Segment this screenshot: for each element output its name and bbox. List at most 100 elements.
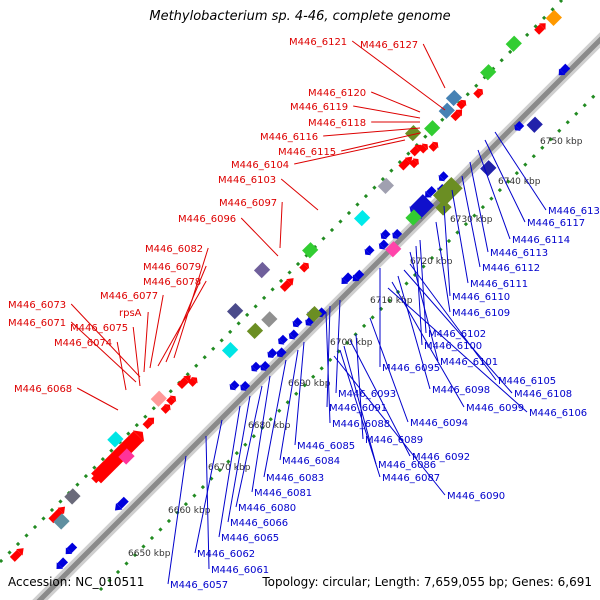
forward-leader-19 bbox=[132, 326, 141, 387]
reverse-gene-25 bbox=[514, 121, 525, 131]
reverse-gene-7-body bbox=[260, 360, 271, 371]
forward-gene-18-body bbox=[456, 100, 466, 110]
feature-block-3-body bbox=[107, 431, 124, 448]
feature-block-11 bbox=[405, 209, 422, 226]
forward-label-9: M446_6103 bbox=[218, 175, 276, 186]
reverse-gene-11-body bbox=[289, 329, 299, 339]
forward-gene-16 bbox=[428, 141, 439, 152]
reverse-gene-22-body bbox=[426, 186, 437, 197]
reverse-gene-26 bbox=[558, 63, 571, 76]
reverse-gene-13-body bbox=[305, 315, 316, 326]
reverse-gene-21 bbox=[392, 228, 403, 239]
reverse-leader-30 bbox=[333, 355, 446, 496]
forward-gene-12-body bbox=[398, 158, 411, 171]
reverse-leader-6 bbox=[451, 189, 469, 284]
reverse-label-11: M446_6101 bbox=[440, 357, 498, 368]
forward-gene-16-body bbox=[428, 142, 438, 152]
forward-gene-19 bbox=[473, 88, 484, 99]
reverse-label-29: M446_6081 bbox=[254, 488, 312, 499]
reverse-leader-8 bbox=[435, 221, 451, 313]
feature-block-18 bbox=[480, 64, 497, 81]
forward-gene-large bbox=[91, 430, 145, 484]
reverse-leader-32 bbox=[227, 395, 251, 523]
reverse-gene-5-body bbox=[240, 380, 251, 391]
forward-gene-7 bbox=[166, 395, 177, 406]
forward-leader-6 bbox=[323, 127, 421, 137]
reverse-leader-14 bbox=[403, 269, 513, 394]
reverse-label-22: M446_6089 bbox=[365, 435, 423, 446]
kbp-label-4: 6680 kbp bbox=[248, 421, 291, 431]
feature-block-10-body bbox=[353, 209, 371, 227]
forward-gene-18 bbox=[456, 99, 467, 110]
forward-gene-11-body bbox=[299, 263, 309, 273]
forward-leader-8 bbox=[294, 139, 406, 165]
reverse-label-32: M446_6066 bbox=[230, 518, 288, 529]
forward-label-5: M446_6118 bbox=[308, 118, 366, 129]
feature-block-24-body bbox=[306, 306, 323, 323]
feature-block-25 bbox=[480, 160, 497, 177]
feature-block-5 bbox=[150, 390, 167, 407]
reverse-leader-36 bbox=[167, 455, 187, 585]
reverse-label-15: M446_6093 bbox=[338, 389, 396, 400]
reverse-label-31: M446_6080 bbox=[238, 503, 296, 514]
feature-block-18-body bbox=[480, 64, 497, 81]
reverse-gene-15-body bbox=[317, 307, 327, 317]
forward-leader-11 bbox=[240, 217, 279, 257]
reverse-label-14: M446_6108 bbox=[514, 389, 572, 400]
reverse-label-4: M446_6113 bbox=[490, 248, 548, 259]
feature-block-22 bbox=[246, 322, 264, 340]
forward-gene-5-arrowhead bbox=[147, 417, 155, 425]
reverse-leader-22 bbox=[355, 333, 364, 440]
forward-leader-15 bbox=[149, 294, 164, 369]
feature-block-21 bbox=[221, 341, 239, 359]
forward-gene-1 bbox=[9, 548, 24, 562]
reverse-leader-2 bbox=[484, 139, 526, 223]
reverse-label-9: M446_6102 bbox=[428, 329, 486, 340]
reverse-leader-9 bbox=[419, 239, 427, 334]
feature-block-14-body bbox=[404, 124, 422, 142]
reverse-label-7: M446_6110 bbox=[452, 292, 510, 303]
reverse-leader-35 bbox=[205, 435, 210, 570]
reverse-label-34: M446_6062 bbox=[197, 549, 255, 560]
kbp-label-9: 6730 kbp bbox=[450, 215, 493, 225]
reverse-leader-1 bbox=[494, 131, 547, 211]
forward-label-19: M446_6075 bbox=[70, 323, 128, 334]
reverse-leader-34 bbox=[194, 419, 223, 554]
reverse-label-18: M446_6106 bbox=[529, 408, 587, 419]
reverse-gene-7 bbox=[260, 360, 271, 371]
reverse-gene-8-body bbox=[268, 348, 278, 358]
reverse-leader-15 bbox=[335, 299, 341, 394]
feature-block-large-body bbox=[432, 176, 463, 207]
reverse-gene-3 bbox=[114, 496, 129, 511]
feature-block-25-body bbox=[480, 160, 497, 177]
forward-label-7: M446_6115 bbox=[278, 147, 336, 158]
forward-leader-1 bbox=[351, 40, 446, 111]
reverse-gene-26-arrowhead bbox=[558, 68, 566, 76]
reverse-gene-5 bbox=[240, 380, 251, 391]
reverse-gene-17-arrowhead bbox=[352, 274, 360, 282]
forward-leader-14 bbox=[157, 280, 207, 367]
feature-block-7-body bbox=[253, 261, 271, 279]
feature-block-23 bbox=[261, 311, 278, 328]
reverse-gene-2 bbox=[65, 542, 78, 555]
kbp-label-1: 6650 kbp bbox=[128, 549, 171, 559]
reverse-label-3: M446_6114 bbox=[512, 235, 570, 246]
forward-leader-10 bbox=[279, 201, 283, 249]
forward-label-15: M446_6077 bbox=[100, 291, 158, 302]
forward-label-16: rpsA bbox=[119, 308, 142, 319]
forward-gene-19-body bbox=[473, 89, 483, 99]
forward-gene-6-body bbox=[160, 404, 170, 414]
feature-block-2-body bbox=[53, 513, 70, 530]
reverse-label-6: M446_6111 bbox=[470, 279, 528, 290]
reverse-label-27: M446_6083 bbox=[266, 473, 324, 484]
reverse-gene-21-body bbox=[392, 228, 403, 239]
reverse-label-36: M446_6057 bbox=[170, 580, 228, 591]
kbp-label-8: 6720 kbp bbox=[410, 257, 453, 267]
reverse-gene-9-body bbox=[277, 347, 287, 357]
reverse-gene-10-body bbox=[278, 334, 288, 344]
feature-block-15-body bbox=[424, 120, 441, 137]
reverse-leader-23 bbox=[294, 341, 305, 446]
forward-gene-17-body bbox=[450, 110, 462, 122]
reverse-leader-24 bbox=[349, 339, 411, 457]
reverse-leader-31 bbox=[235, 385, 263, 508]
